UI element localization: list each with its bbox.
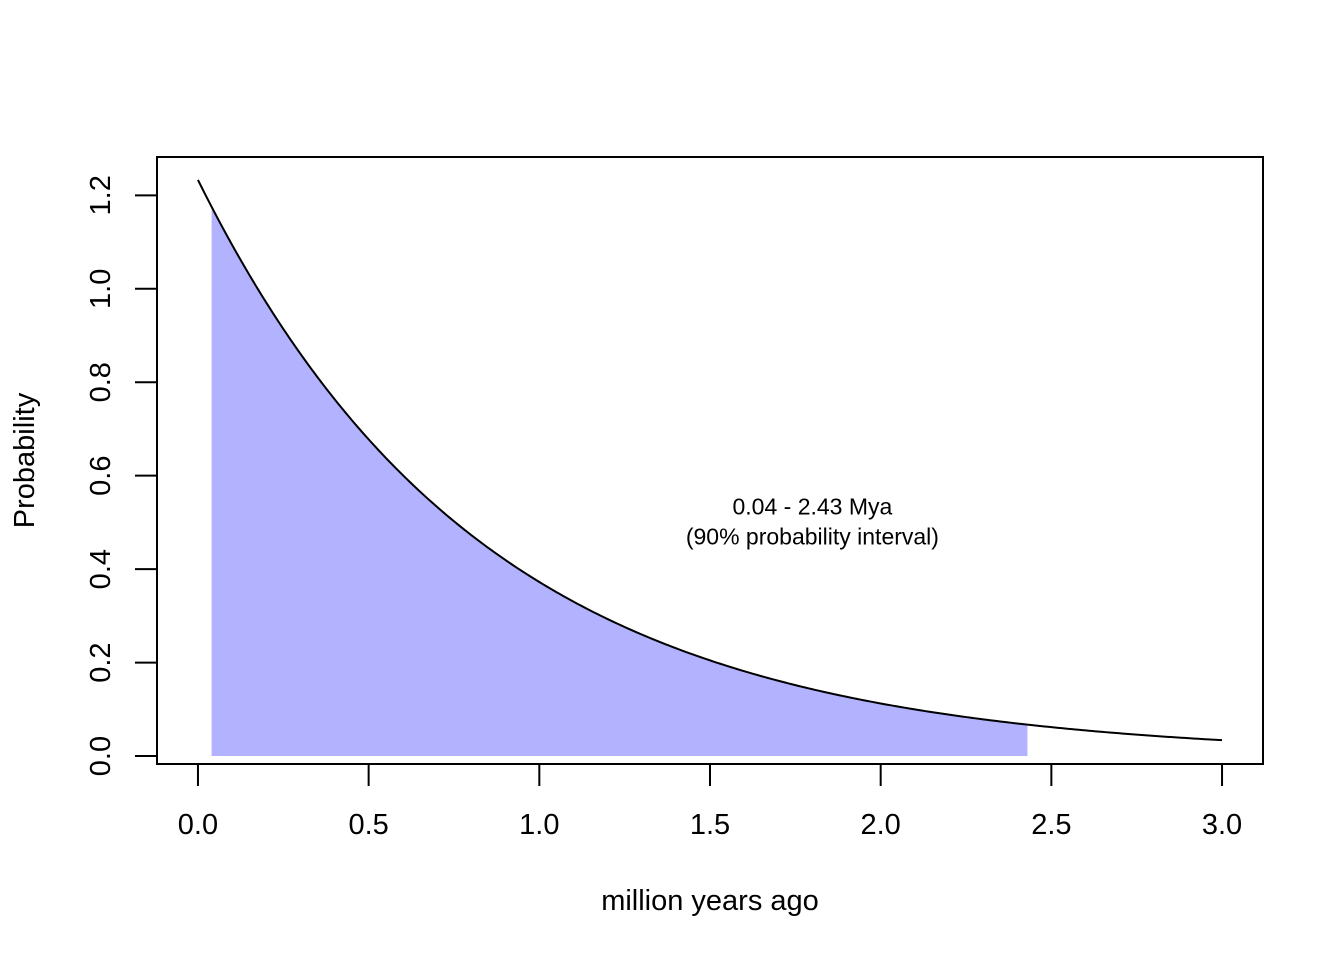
- x-tick-label: 0.0: [178, 809, 218, 841]
- x-axis-label: million years ago: [601, 885, 819, 917]
- x-tick-label: 1.5: [690, 809, 730, 841]
- x-tick-label: 2.0: [861, 809, 901, 841]
- y-tick-label: 0.0: [85, 736, 117, 776]
- probability-interval-area: [211, 206, 1028, 757]
- density-curve-layer: [197, 179, 1223, 742]
- y-tick-label: 0.4: [85, 549, 117, 589]
- y-axis: 0.0 0.2 0.4 0.6 0.8 1.0 1.2: [85, 175, 158, 776]
- density-curve: [197, 179, 1223, 742]
- y-tick-label: 0.8: [85, 362, 117, 402]
- y-tick-label: 1.2: [85, 175, 117, 215]
- interval-annotation-line-2: (90% probability interval): [686, 523, 939, 549]
- y-tick-label: 1.0: [85, 269, 117, 309]
- y-tick-label: 0.2: [85, 642, 117, 682]
- x-axis: 0.0 0.5 1.0 1.5 2.0 2.5 3.0: [178, 763, 1242, 841]
- shaded-interval-layer: [211, 206, 1028, 757]
- interval-annotation-line-1: 0.04 - 2.43 Mya: [733, 493, 893, 519]
- x-tick-label: 1.0: [519, 809, 559, 841]
- y-axis-label: Probability: [9, 392, 41, 528]
- x-tick-label: 0.5: [348, 809, 388, 841]
- y-tick-label: 0.6: [85, 456, 117, 496]
- x-tick-label: 3.0: [1202, 809, 1242, 841]
- x-tick-label: 2.5: [1031, 809, 1071, 841]
